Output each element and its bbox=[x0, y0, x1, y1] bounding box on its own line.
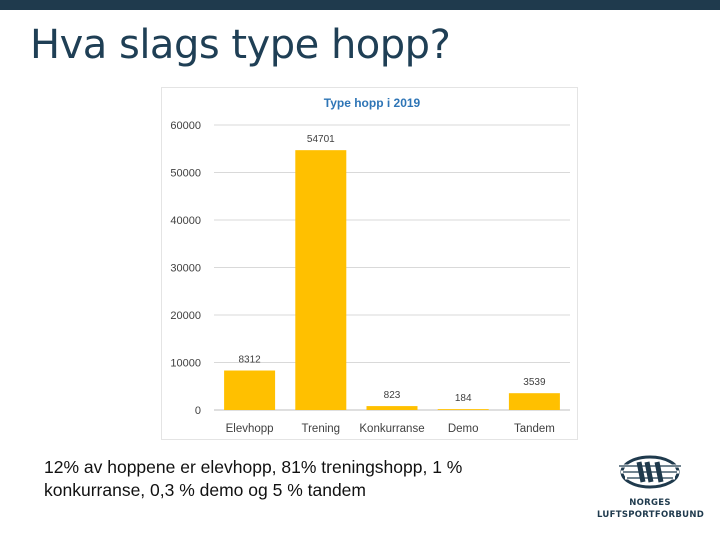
top-bar bbox=[0, 0, 720, 10]
nlf-logo-icon bbox=[617, 455, 683, 489]
bar bbox=[224, 370, 276, 410]
y-tick-label: 30000 bbox=[170, 263, 201, 275]
logo-text-norges: NORGES bbox=[629, 498, 671, 508]
x-tick-label: Elevhopp bbox=[226, 423, 274, 435]
y-tick-label: 0 bbox=[195, 405, 201, 417]
page-title: Hva slags type hopp? bbox=[30, 22, 451, 68]
y-tick-label: 20000 bbox=[170, 310, 201, 322]
bar bbox=[508, 393, 560, 410]
y-tick-label: 40000 bbox=[170, 215, 201, 227]
bar bbox=[366, 406, 418, 410]
data-label: 3539 bbox=[523, 377, 546, 388]
bar-chart: Type hopp i 2019 0 10000 20000 30000 40000 500… bbox=[170, 96, 570, 435]
data-label: 823 bbox=[384, 390, 401, 401]
data-label: 8312 bbox=[238, 355, 261, 366]
chart-title: Type hopp i 2019 bbox=[324, 96, 421, 110]
x-tick-label: Konkurranse bbox=[359, 423, 424, 435]
data-label: 184 bbox=[455, 393, 472, 404]
bar bbox=[295, 150, 347, 410]
x-tick-label: Demo bbox=[448, 423, 479, 435]
chart-panel: Type hopp i 2019 0 10000 20000 30000 40000 500… bbox=[161, 87, 578, 440]
data-label: 54701 bbox=[307, 134, 335, 145]
x-tick-label: Trening bbox=[302, 423, 341, 435]
y-tick-label: 60000 bbox=[170, 120, 201, 132]
bar bbox=[437, 409, 489, 410]
y-tick-label: 10000 bbox=[170, 358, 201, 370]
y-tick-label: 50000 bbox=[170, 168, 201, 180]
logo-text-luftsportforbund: LUFTSPORTFORBUND bbox=[597, 510, 705, 520]
nlf-logo: NORGES LUFTSPORTFORBUND bbox=[597, 452, 705, 524]
x-tick-label: Tandem bbox=[514, 423, 555, 435]
caption-text: 12% av hoppene er elevhopp, 81% trenings… bbox=[44, 457, 463, 500]
